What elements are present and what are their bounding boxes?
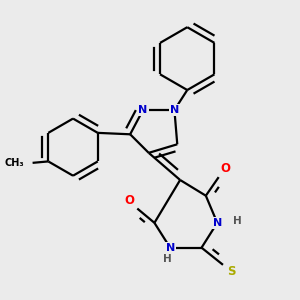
Text: O: O (124, 194, 134, 207)
Text: H: H (233, 215, 242, 226)
Text: H: H (163, 254, 172, 264)
Text: N: N (138, 105, 148, 115)
Text: N: N (170, 105, 179, 115)
Text: N: N (166, 243, 175, 253)
Text: S: S (227, 266, 236, 278)
Text: CH₃: CH₃ (4, 158, 24, 168)
Text: N: N (213, 218, 222, 228)
Text: O: O (221, 162, 231, 175)
